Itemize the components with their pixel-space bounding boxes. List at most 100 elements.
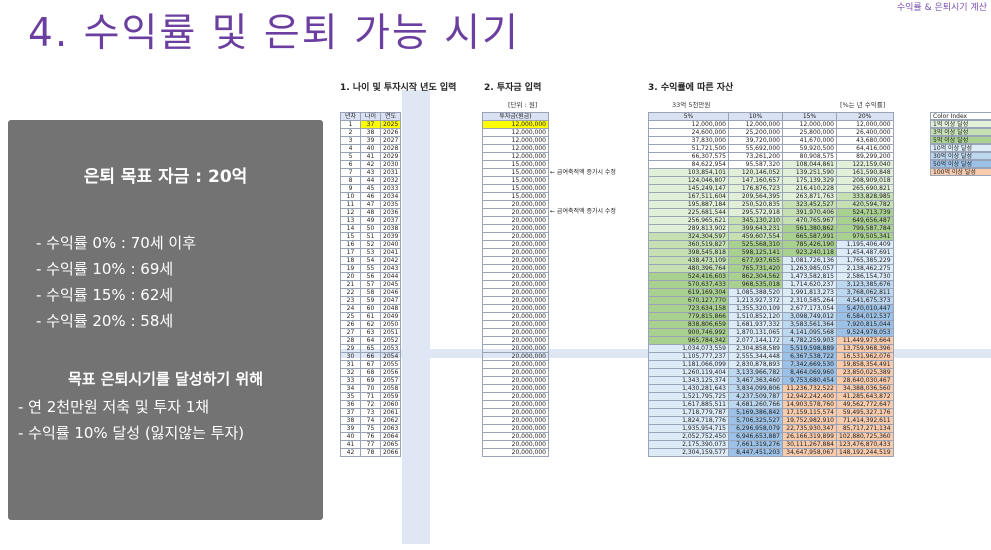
retirement-goal: 은퇴 목표 자금 : 20억 bbox=[83, 167, 248, 187]
table-row: 20,000,000 bbox=[482, 440, 549, 449]
table-cell: 1,714,620,237 bbox=[782, 280, 837, 289]
table-row: 8 44 2032 bbox=[340, 176, 402, 185]
table-cell: 2,077,144,172 bbox=[728, 336, 783, 345]
table-cell: 785,426,190 bbox=[782, 240, 837, 249]
table-cell: 89,299,200 bbox=[836, 152, 894, 161]
table-cell: 26,400,000 bbox=[836, 128, 894, 137]
table-row: 1,343,125,374 3,467,363,460 9,753,680,454 2… bbox=[648, 376, 894, 385]
table-cell: 2064 bbox=[379, 432, 402, 441]
table-cell: 2025 bbox=[379, 120, 402, 129]
table-row: 20,000,000 bbox=[482, 272, 549, 281]
table-row: 1,430,281,643 3,834,099,806 11,236,732,522… bbox=[648, 384, 894, 393]
col-header: 투자금(원금) bbox=[482, 112, 549, 121]
table-row: 1 37 2025 bbox=[340, 120, 402, 129]
table-row: 12,000,000 bbox=[482, 152, 549, 161]
table-row: 398,545,818 598,125,141 923,240,118 1,454,4… bbox=[648, 248, 894, 257]
table-row: 30 66 2054 bbox=[340, 352, 402, 361]
table-cell: 71,414,392,611 bbox=[836, 416, 894, 425]
table-cell: 41,670,000 bbox=[782, 136, 837, 145]
table-cell: 2041 bbox=[379, 248, 402, 257]
table-row: 17 53 2041 bbox=[340, 248, 402, 257]
table-cell: 51,721,500 bbox=[648, 144, 729, 153]
table-cell: 12 bbox=[340, 208, 361, 217]
table-cell: 6 bbox=[340, 160, 361, 169]
table-cell: 21 bbox=[340, 280, 361, 289]
table-cell: 1 bbox=[340, 120, 361, 129]
table-cell: 24 bbox=[340, 304, 361, 313]
table-cell: 58 bbox=[360, 288, 381, 297]
table-row: 33 69 2057 bbox=[340, 376, 402, 385]
table-cell: 256,965,621 bbox=[648, 216, 729, 225]
col-header: 20% bbox=[836, 112, 894, 121]
table-row: 28 64 2052 bbox=[340, 336, 402, 345]
table-row: 20,000,000 bbox=[482, 368, 549, 377]
table-cell: 524,713,739 bbox=[836, 208, 894, 217]
table-cell: 6,584,012,537 bbox=[836, 312, 894, 321]
table-cell: 2065 bbox=[379, 440, 402, 449]
table-cell: 14,903,578,760 bbox=[782, 400, 837, 409]
table-cell: 12,000,000 bbox=[482, 152, 549, 161]
table-cell: 2047 bbox=[379, 296, 402, 305]
table-row: 20,000,000 bbox=[482, 352, 549, 361]
table-row: 13 49 2037 bbox=[340, 216, 402, 225]
target-caption: 33억 5천만원 bbox=[672, 101, 711, 109]
header-caption: 수익률 & 은퇴시기 계산 bbox=[896, 3, 987, 13]
table-cell: 22,735,930,347 bbox=[782, 424, 837, 433]
table-cell: 900,746,992 bbox=[648, 328, 729, 337]
table-row: 360,519,827 525,568,310 785,426,190 1,195,4… bbox=[648, 240, 894, 249]
table-row: 20,000,000 bbox=[482, 200, 549, 209]
table-cell: 438,473,109 bbox=[648, 256, 729, 265]
table-cell: 7,920,815,044 bbox=[836, 320, 894, 329]
table-cell: 9 bbox=[340, 184, 361, 193]
table-cell: 31 bbox=[340, 360, 361, 369]
table-row: 900,746,992 1,870,131,065 4,141,095,568 9,5… bbox=[648, 328, 894, 337]
table-row: 20,000,000 bbox=[482, 320, 549, 329]
table-row: 1,935,954,715 6,296,958,079 22,735,930,347… bbox=[648, 424, 894, 433]
table-cell: 161,590,848 bbox=[836, 168, 894, 177]
asset-table: 5% 10% 15% 20% 12,000,000 12,000,000 12,00… bbox=[648, 112, 894, 457]
table-cell: 95,587,320 bbox=[728, 160, 783, 169]
table-row: 20,000,000 bbox=[482, 336, 549, 345]
table-cell: 195,887,184 bbox=[648, 200, 729, 209]
table-row: 24,600,000 25,200,000 25,800,000 26,400,000 bbox=[648, 128, 894, 137]
table-cell: 28,640,030,467 bbox=[836, 376, 894, 385]
table-cell: 838,806,659 bbox=[648, 320, 729, 329]
table-cell: 52 bbox=[360, 240, 381, 249]
action-line: - 수익률 10% 달성 (잃지않는 투자) bbox=[18, 424, 245, 442]
table-row: 2,304,159,577 8,447,451,203 34,647,958,067… bbox=[648, 448, 894, 457]
table-cell: 30,111,267,884 bbox=[782, 440, 837, 449]
table-cell: 4,141,095,568 bbox=[782, 328, 837, 337]
table-row: 20,000,000 bbox=[482, 224, 549, 233]
table-cell: 2,677,173,054 bbox=[782, 304, 837, 313]
table-cell: 71 bbox=[360, 392, 381, 401]
table-row: 12,000,000 bbox=[482, 128, 549, 137]
table-cell: 2,175,390,073 bbox=[648, 440, 729, 449]
table-row: 23 59 2047 bbox=[340, 296, 402, 305]
table-row: 480,396,764 765,731,420 1,263,985,057 2,138… bbox=[648, 264, 894, 273]
table-cell: 12,000,000 bbox=[728, 120, 783, 129]
table-cell: 120,146,052 bbox=[728, 168, 783, 177]
investment-table: 투자금(원금) 12,000,000 12,000,000 12,000,000 12… bbox=[482, 112, 549, 457]
table-cell: 2055 bbox=[379, 360, 402, 369]
table-cell: 799,587,784 bbox=[836, 224, 894, 233]
table-row: 20,000,000 bbox=[482, 280, 549, 289]
table-cell: 49,562,772,647 bbox=[836, 400, 894, 409]
table-row: 21 57 2045 bbox=[340, 280, 402, 289]
table-row: 20,000,000 bbox=[482, 240, 549, 249]
table-cell: 46 bbox=[360, 192, 381, 201]
table-cell: 670,127,770 bbox=[648, 296, 729, 305]
table-cell: 19,752,982,910 bbox=[782, 416, 837, 425]
table-cell: 649,656,487 bbox=[836, 216, 894, 225]
table-cell: 59,495,327,176 bbox=[836, 408, 894, 417]
table-cell: 70 bbox=[360, 384, 381, 393]
table-row: 15,000,000 bbox=[482, 168, 549, 177]
table-cell: 50 bbox=[360, 224, 381, 233]
table-cell: 7,661,319,276 bbox=[728, 440, 783, 449]
table-cell: 1,085,388,520 bbox=[728, 288, 783, 297]
table-cell: 2029 bbox=[379, 152, 402, 161]
table-row: 36 72 2060 bbox=[340, 400, 402, 409]
table-row: 9 45 2033 bbox=[340, 184, 402, 193]
table-cell: 14 bbox=[340, 224, 361, 233]
table-cell: 2057 bbox=[379, 376, 402, 385]
table-cell: 2,586,154,730 bbox=[836, 272, 894, 281]
